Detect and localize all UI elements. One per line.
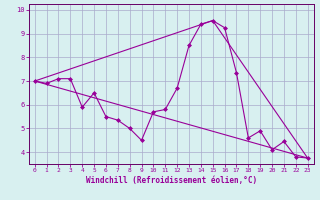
- X-axis label: Windchill (Refroidissement éolien,°C): Windchill (Refroidissement éolien,°C): [86, 176, 257, 185]
